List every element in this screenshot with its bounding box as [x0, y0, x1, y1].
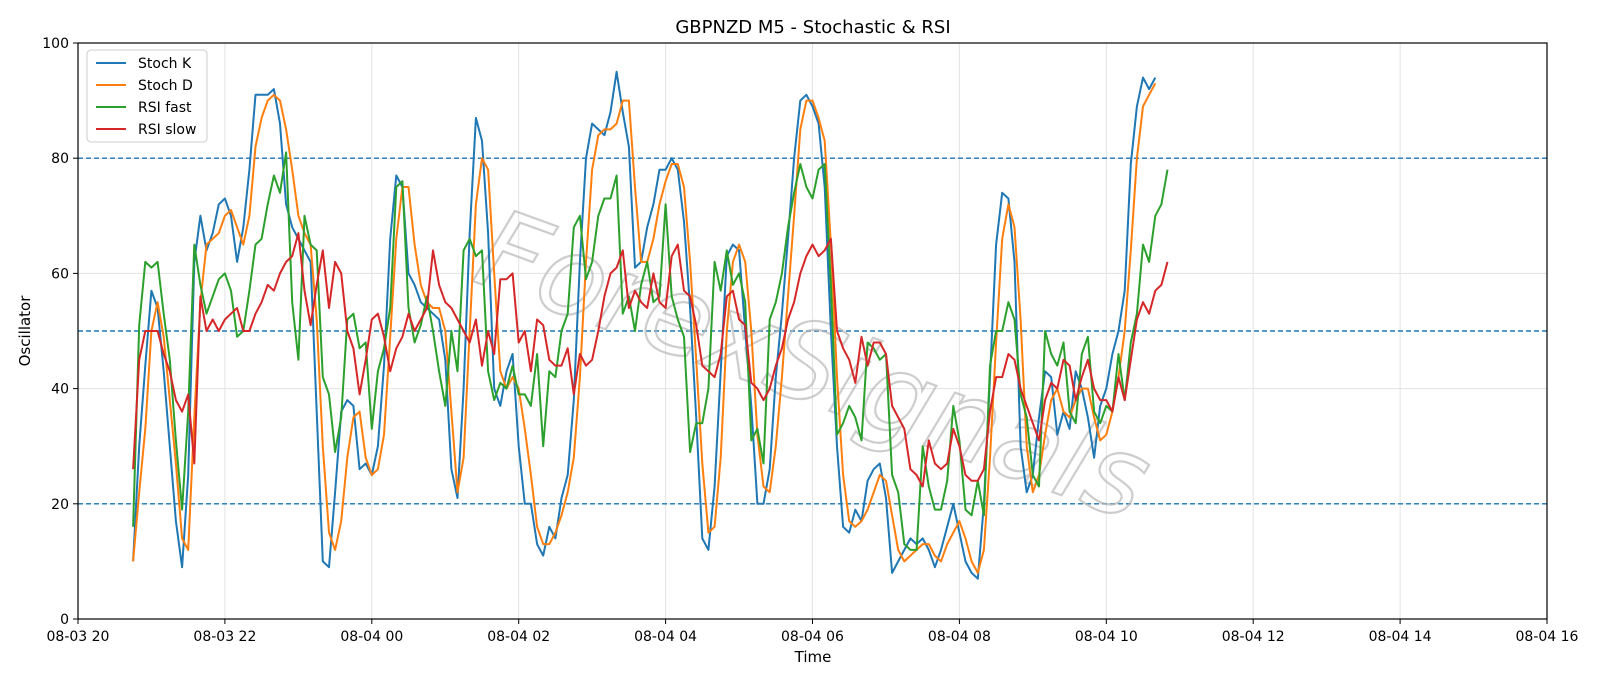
x-tick-label: 08-03 22 — [193, 629, 256, 645]
x-tick-label: 08-03 20 — [47, 629, 110, 645]
legend-label: RSI fast — [138, 100, 192, 116]
x-tick-label: 08-04 10 — [1075, 629, 1138, 645]
x-tick-label: 08-04 02 — [487, 629, 550, 645]
y-axis-label: Oscillator — [16, 295, 34, 367]
y-tick-label: 0 — [60, 612, 69, 628]
series-lines — [132, 70, 1169, 580]
x-tick-label: 08-04 06 — [781, 629, 844, 645]
y-tick-label: 60 — [51, 266, 69, 282]
legend: Stoch K Stoch D RSI fast RSI slow — [86, 49, 208, 143]
x-axis-ticks: 08-03 20 08-03 22 08-04 00 08-04 02 08-04 04… — [47, 619, 1579, 645]
y-tick-label: 80 — [51, 151, 69, 167]
x-tick-label: 08-04 04 — [634, 629, 697, 645]
legend-label: Stoch D — [138, 78, 193, 94]
x-tick-label: 08-04 12 — [1222, 629, 1285, 645]
legend-box — [86, 49, 208, 143]
series-line-rsi-slow — [132, 232, 1169, 488]
x-tick-label: 08-04 16 — [1516, 629, 1579, 645]
legend-label: Stoch K — [138, 56, 192, 72]
y-tick-label: 20 — [51, 497, 69, 513]
series-line-rsi-fast — [132, 151, 1169, 551]
reference-lines — [78, 157, 1547, 505]
y-axis-ticks: 0 20 40 60 80 100 — [42, 36, 78, 628]
chart-title: GBPNZD M5 - Stochastic & RSI — [675, 17, 950, 38]
x-tick-label: 08-04 00 — [340, 629, 403, 645]
y-tick-label: 100 — [42, 36, 69, 52]
legend-label: RSI slow — [138, 122, 196, 138]
x-axis-label: Time — [794, 648, 832, 666]
x-tick-label: 08-04 08 — [928, 629, 991, 645]
x-tick-label: 08-04 14 — [1369, 629, 1432, 645]
y-tick-label: 40 — [51, 382, 69, 398]
